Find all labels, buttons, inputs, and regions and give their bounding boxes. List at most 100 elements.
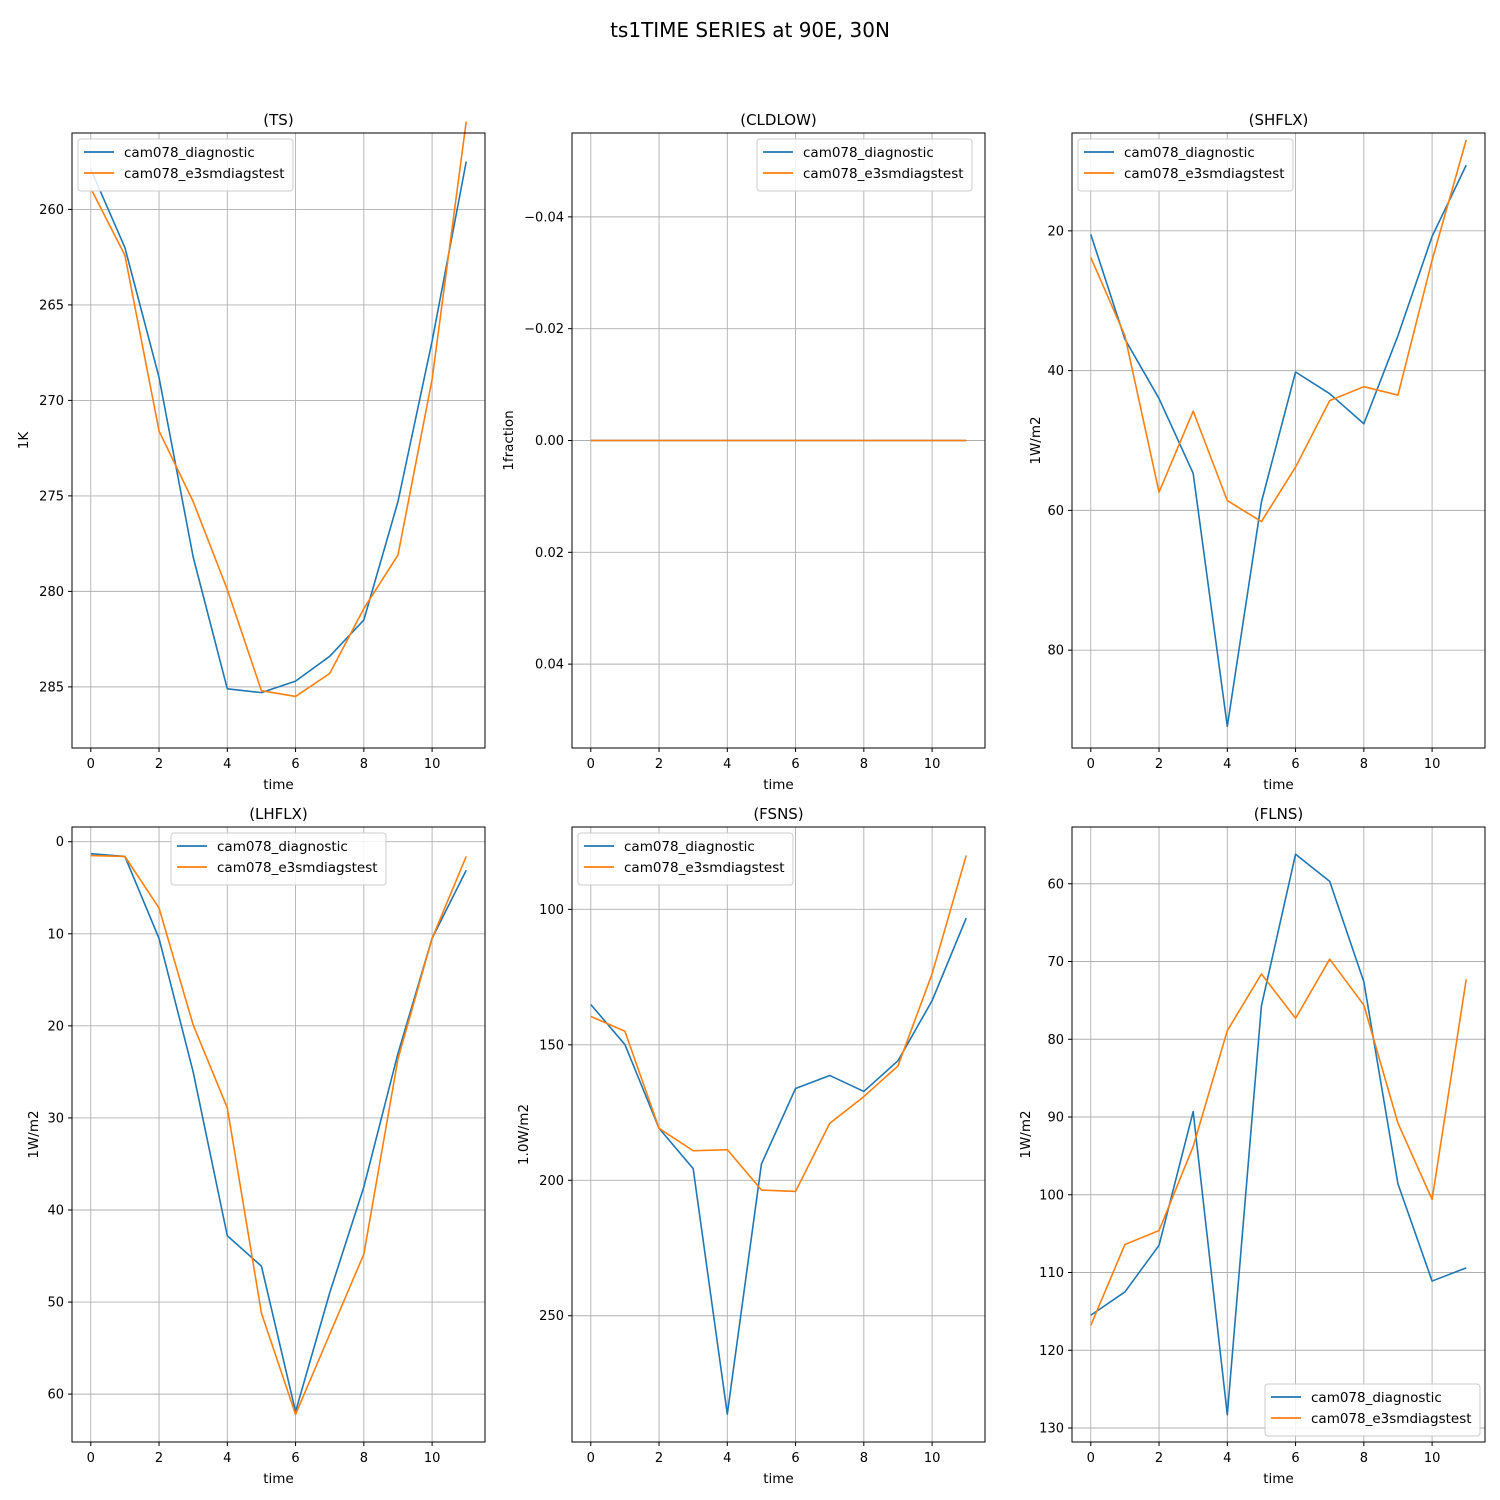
x-tick-label: 6: [791, 1451, 799, 1466]
y-tick-label: 60: [47, 1388, 64, 1403]
y-axis-label: 1fraction: [501, 410, 517, 470]
axes-frame: [1071, 826, 1486, 1443]
legend-label-2: cam078_e3smdiagstest: [624, 860, 785, 876]
legend-label-2: cam078_e3smdiagstest: [124, 166, 285, 182]
y-tick-label: 80: [1047, 1033, 1064, 1048]
y-tick-label: 100: [539, 903, 564, 918]
legend-label-2: cam078_e3smdiagstest: [217, 860, 378, 876]
y-axis-label: 1W/m2: [1018, 1110, 1034, 1158]
legend-label-1: cam078_diagnostic: [1311, 1390, 1442, 1406]
y-tick-label: 110: [1039, 1266, 1064, 1281]
series-line-2: [90, 854, 467, 1416]
legend-box: [756, 138, 973, 192]
subplot-title: (SHFLX): [1249, 111, 1309, 129]
x-tick-label: 6: [291, 757, 299, 772]
y-tick-label: 0.02: [535, 546, 564, 561]
grid-lines: [72, 827, 485, 1442]
y-tick-label: 60: [1047, 877, 1064, 892]
x-tick-label: 2: [655, 757, 663, 772]
y-tick-label: 50: [47, 1296, 64, 1311]
subplot-1: 0 2 4 6 8 10 260 265 270 275 280 285 (TS) time 1K cam07…: [16, 111, 486, 793]
x-tick-label: 0: [1087, 757, 1095, 772]
series-line-2: [590, 855, 967, 1193]
x-axis-label: time: [763, 1471, 794, 1487]
y-tick-label: 40: [1047, 364, 1064, 379]
y-tick-label: 40: [47, 1203, 64, 1218]
legend-label-2: cam078_e3smdiagstest: [803, 166, 964, 182]
y-axis-label: 1W/m2: [26, 1110, 42, 1158]
subplot-title: (CLDLOW): [740, 111, 817, 129]
legend-box: [1077, 138, 1294, 192]
legend-box: [170, 832, 387, 886]
x-tick-label: 0: [87, 757, 95, 772]
x-tick-label: 8: [360, 757, 368, 772]
y-tick-label: 150: [539, 1038, 564, 1053]
legend: cam078_diagnostic cam078_e3smdiagstest: [1264, 1383, 1481, 1437]
x-axis-label: time: [263, 1471, 294, 1487]
legend-label-1: cam078_diagnostic: [124, 145, 255, 161]
legend: cam078_diagnostic cam078_e3smdiagstest: [577, 832, 794, 886]
y-tick-label: 80: [1047, 644, 1064, 659]
grid-lines: [572, 827, 985, 1442]
x-axis-label: time: [1263, 777, 1294, 793]
y-tick-label: 250: [539, 1309, 564, 1324]
y-tick-label: 285: [39, 680, 64, 695]
x-axis-label: time: [263, 777, 294, 793]
legend-box: [1264, 1383, 1481, 1437]
legend: cam078_diagnostic cam078_e3smdiagstest: [170, 832, 387, 886]
grid-lines: [1072, 827, 1485, 1442]
x-tick-label: 10: [1424, 757, 1441, 772]
legend-label-1: cam078_diagnostic: [624, 839, 755, 855]
legend: cam078_diagnostic cam078_e3smdiagstest: [1077, 138, 1294, 192]
x-tick-label: 10: [1424, 1451, 1441, 1466]
x-tick-label: 4: [223, 1451, 231, 1466]
x-tick-label: 0: [587, 1451, 595, 1466]
series-line-2: [90, 121, 468, 698]
y-axis-label: 1.0W/m2: [516, 1104, 532, 1165]
y-tick-label: −0.04: [524, 210, 564, 225]
legend-label-1: cam078_diagnostic: [217, 839, 348, 855]
legend-label-1: cam078_diagnostic: [803, 145, 934, 161]
y-tick-label: 275: [39, 489, 64, 504]
x-tick-label: 8: [860, 757, 868, 772]
subplot-2: 0 2 4 6 8 10 −0.04 −0.02 0.00 0.02 0.04 (CLDLOW) tim…: [501, 111, 986, 793]
x-tick-label: 8: [1360, 757, 1368, 772]
y-tick-label: 0.04: [535, 658, 564, 673]
series-line-1: [90, 161, 468, 694]
y-tick-label: 130: [1039, 1422, 1064, 1437]
x-axis-label: time: [1263, 1471, 1294, 1487]
subplot-4: 0 2 4 6 8 10 0 10 20 30 40 50 60 (LHFLX) time 1W/m2 cam0…: [26, 805, 486, 1487]
subplot-grid: 0 2 4 6 8 10260265270275280285(TS)time1Kcam07…: [16, 111, 1486, 1487]
subplot-5: 0 2 4 6 8 10 100 150 200 250 (FSNS) time 1.0W/m2 cam0…: [516, 805, 986, 1487]
x-tick-label: 8: [860, 1451, 868, 1466]
figure-title: ts1TIME SERIES at 90E, 30N: [610, 18, 890, 42]
subplot-title: (LHFLX): [249, 805, 308, 823]
y-tick-label: 0.00: [535, 434, 564, 449]
y-tick-label: 280: [39, 585, 64, 600]
x-axis-label: time: [763, 777, 794, 793]
x-tick-label: 2: [655, 1451, 663, 1466]
y-tick-label: 90: [1047, 1111, 1064, 1126]
y-tick-label: 20: [47, 1019, 64, 1034]
legend-box: [577, 832, 794, 886]
x-tick-label: 4: [723, 757, 731, 772]
x-tick-label: 0: [587, 757, 595, 772]
y-tick-label: 270: [39, 394, 64, 409]
series-line-2: [1090, 139, 1467, 523]
y-tick-label: 200: [539, 1174, 564, 1189]
legend-label-2: cam078_e3smdiagstest: [1311, 1411, 1472, 1427]
series-line-1: [1090, 853, 1467, 1416]
x-tick-label: 4: [723, 1451, 731, 1466]
x-tick-label: 0: [87, 1451, 95, 1466]
x-tick-label: 6: [1291, 1451, 1299, 1466]
series-line-1: [1090, 164, 1467, 728]
y-tick-label: −0.02: [524, 322, 564, 337]
y-tick-label: 60: [1047, 504, 1064, 519]
x-tick-label: 2: [155, 757, 163, 772]
x-tick-label: 8: [1360, 1451, 1368, 1466]
x-tick-label: 4: [223, 757, 231, 772]
x-tick-label: 6: [291, 1451, 299, 1466]
grid-lines: [72, 133, 485, 748]
series-line-2: [1090, 958, 1468, 1326]
